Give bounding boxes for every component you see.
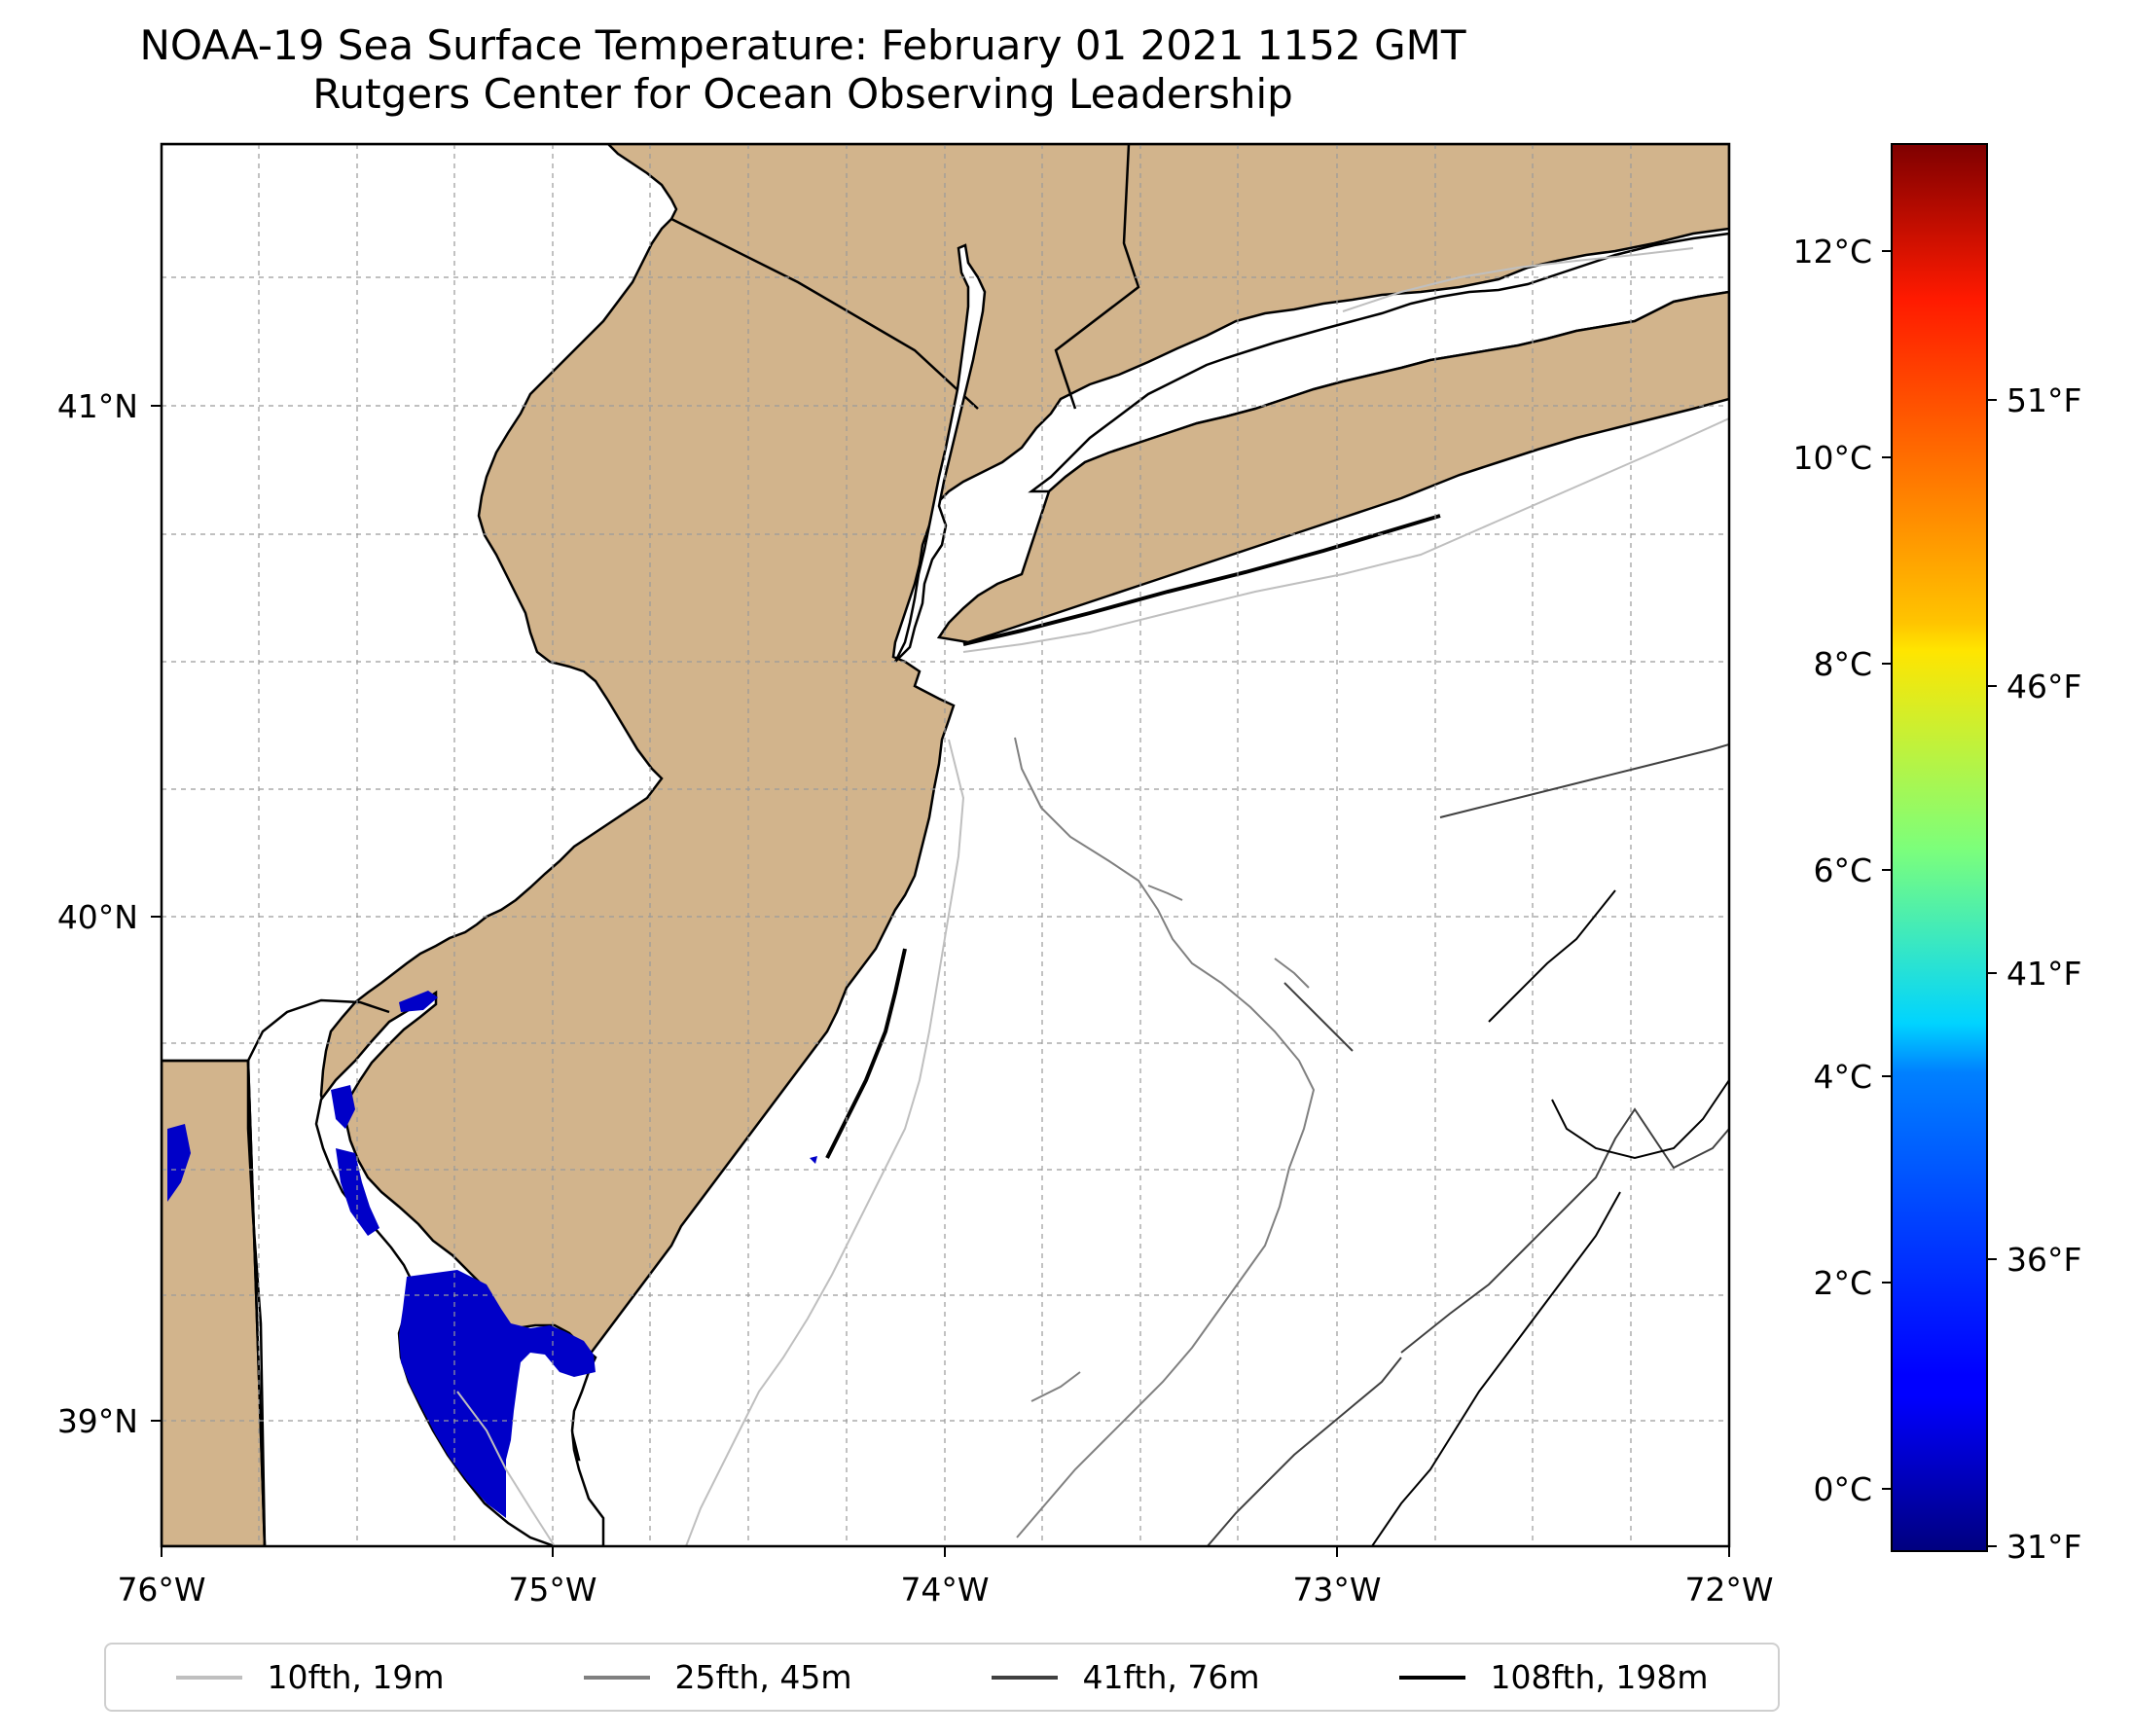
cbar-tick-12c: 12°C <box>1792 233 1872 271</box>
legend-item-41fth: 41fth, 76m <box>991 1658 1260 1696</box>
lon-tick-76w: 76°W <box>117 1571 205 1609</box>
legend-swatch-10fth <box>175 1675 242 1680</box>
isobath-108fth <box>1371 889 1729 1546</box>
legend-item-108fth: 108fth, 198m <box>1398 1658 1709 1696</box>
title-line-2: Rutgers Center for Ocean Observing Leade… <box>312 70 1293 118</box>
lon-tick-74w: 74°W <box>900 1571 989 1609</box>
isobath-41fth <box>1206 743 1729 1546</box>
sst-pixels-delaware-bay <box>167 991 817 1518</box>
long-island <box>936 290 1729 644</box>
legend-label-41fth: 41fth, 76m <box>1082 1658 1260 1696</box>
cbar-tick-2c: 2°C <box>1813 1264 1872 1302</box>
li-barrier-strip <box>962 514 1441 646</box>
lat-tick-39n: 39°N <box>57 1402 138 1440</box>
cbar-tick-4c: 4°C <box>1813 1058 1872 1096</box>
map-area <box>162 144 1729 1546</box>
lat-tick-40n: 40°N <box>57 898 138 936</box>
cbar-tick-46f: 46°F <box>2006 668 2081 705</box>
nj-barrier-strip <box>825 948 907 1159</box>
legend-swatch-41fth <box>991 1675 1058 1680</box>
lon-tick-73w: 73°W <box>1292 1571 1381 1609</box>
cbar-tick-8c: 8°C <box>1813 645 1872 683</box>
isobath-legend: 10fth, 19m 25fth, 45m 41fth, 76m 108fth,… <box>104 1643 1780 1712</box>
cbar-tick-10c: 10°C <box>1792 439 1872 477</box>
cbar-tick-36f: 36°F <box>2006 1241 2081 1279</box>
colorbar <box>1891 143 1988 1552</box>
legend-item-25fth: 25fth, 45m <box>583 1658 852 1696</box>
hudson-river <box>893 243 987 663</box>
cbar-tick-31f: 31°F <box>2006 1528 2081 1566</box>
cbar-tick-0c: 0°C <box>1813 1470 1872 1508</box>
legend-label-10fth: 10fth, 19m <box>267 1658 445 1696</box>
lon-tick-72w: 72°W <box>1684 1571 1773 1609</box>
legend-swatch-25fth <box>583 1675 650 1680</box>
figure-title: NOAA-19 Sea Surface Temperature: Februar… <box>0 21 1606 119</box>
isobath-10fth <box>456 247 1729 1546</box>
cbar-tick-41f: 41°F <box>2006 955 2081 993</box>
axis-ticks <box>151 405 1730 1557</box>
cbar-tick-51f: 51°F <box>2006 381 2081 419</box>
colorbar-ticks <box>1882 250 1997 1547</box>
legend-label-25fth: 25fth, 45m <box>674 1658 852 1696</box>
title-line-1: NOAA-19 Sea Surface Temperature: Februar… <box>139 21 1466 69</box>
legend-label-108fth: 108fth, 198m <box>1490 1658 1709 1696</box>
cbar-tick-6c: 6°C <box>1813 851 1872 889</box>
lon-tick-75w: 75°W <box>508 1571 596 1609</box>
isobath-25fth <box>1014 737 1316 1538</box>
legend-swatch-108fth <box>1398 1675 1465 1680</box>
lat-tick-41n: 41°N <box>57 387 138 425</box>
legend-item-10fth: 10fth, 19m <box>175 1658 445 1696</box>
